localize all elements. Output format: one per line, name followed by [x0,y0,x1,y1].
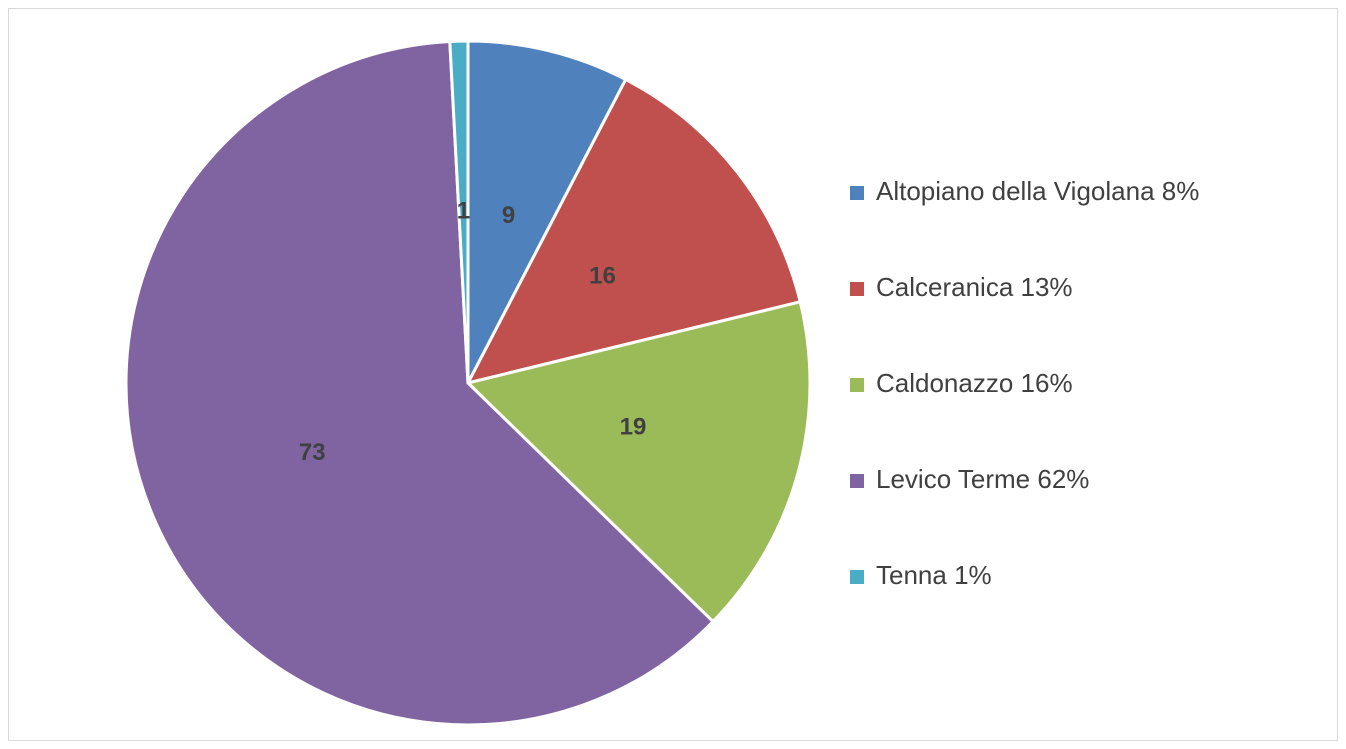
legend-swatch [850,186,864,200]
data-label: 16 [589,263,616,290]
pie-slice [465,77,803,386]
data-label: 9 [502,202,515,229]
pie-slice [466,39,628,384]
pie-slice [465,300,812,624]
legend-label: Caldonazzo 16% [876,368,1073,398]
legend-swatch [850,282,864,296]
legend-swatch [850,378,864,392]
data-label: 19 [620,413,647,440]
data-label: 1 [457,197,470,224]
pie-slice [124,39,716,727]
legend-label: Tenna 1% [876,560,992,590]
legend-label: Levico Terme 62% [876,464,1089,494]
legend-label: Calceranica 13% [876,272,1073,302]
legend-swatch [850,570,864,584]
legend-label: Altopiano della Vigolana 8% [876,176,1199,206]
pie-slice [448,39,470,384]
legend-swatch [850,474,864,488]
data-label: 73 [299,439,326,466]
